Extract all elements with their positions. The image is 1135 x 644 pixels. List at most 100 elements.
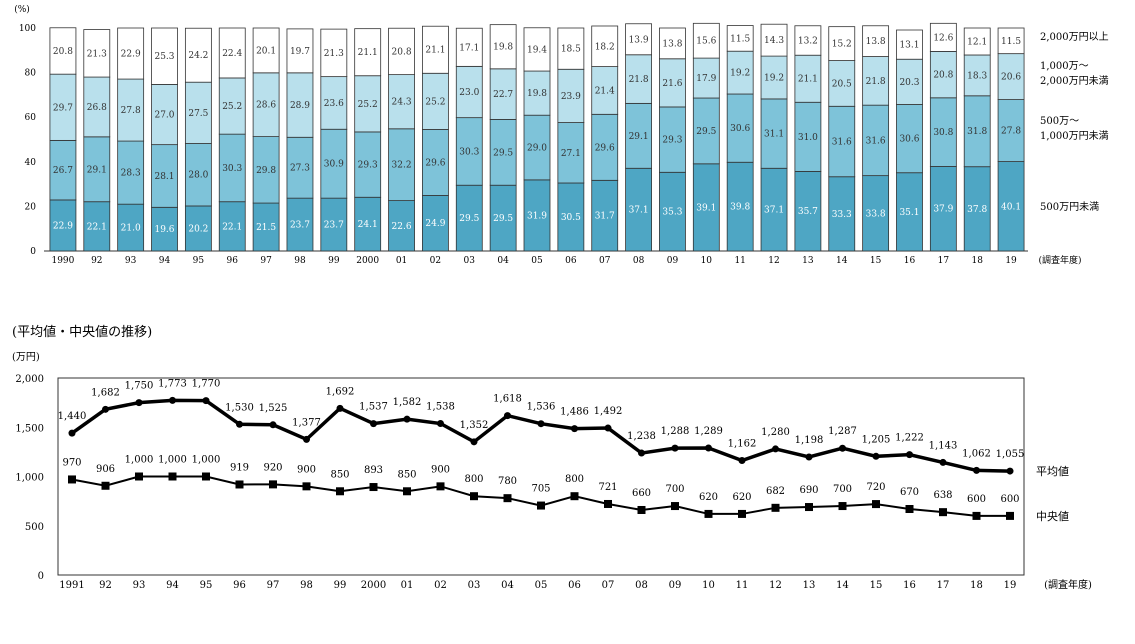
bar-segment	[794, 25, 822, 56]
data-label: 1,770	[192, 379, 221, 390]
data-label: 22.6	[392, 222, 412, 232]
data-label: 30.6	[899, 135, 919, 145]
data-label: 21.3	[87, 49, 107, 59]
data-label: 30.9	[324, 160, 344, 170]
data-label: 28.6	[256, 101, 276, 111]
data-point	[872, 452, 880, 460]
data-point	[671, 502, 679, 511]
data-label: 26.8	[87, 103, 107, 113]
legend-label: 500万円未満	[1040, 201, 1099, 213]
x-tick-label: 94	[159, 256, 171, 266]
data-label: 1,162	[728, 439, 757, 450]
data-point	[1006, 467, 1014, 475]
x-tick-label: 96	[227, 256, 239, 266]
data-point	[336, 404, 344, 412]
data-label: 31.7	[595, 212, 615, 222]
data-label: 1,440	[58, 411, 87, 422]
data-label: 705	[531, 484, 550, 495]
data-point	[202, 472, 210, 481]
data-label: 21.6	[662, 79, 682, 89]
data-label: 22.1	[222, 222, 242, 232]
bar-segment	[794, 54, 822, 103]
data-point	[637, 505, 646, 514]
data-label: 15.6	[696, 37, 716, 47]
data-label: 30.5	[561, 213, 581, 223]
data-label: 29.7	[53, 103, 73, 113]
x-tick-label: 15	[870, 580, 883, 591]
y-tick-label: 40	[25, 158, 37, 168]
bar-segment	[286, 197, 314, 252]
data-label: 13.8	[866, 37, 886, 47]
bar-segment	[862, 175, 890, 252]
data-label: 600	[1000, 494, 1019, 505]
y-tick-label: 2,000	[15, 374, 44, 385]
bar-segment	[726, 25, 754, 52]
data-point	[302, 482, 311, 491]
data-label: 40.1	[1001, 202, 1021, 212]
data-label: 20.2	[188, 224, 208, 234]
data-point	[202, 397, 210, 405]
data-label: 29.0	[527, 144, 547, 154]
data-label: 28.1	[154, 172, 174, 182]
data-label: 19.2	[764, 74, 784, 84]
bar-segment	[963, 54, 991, 97]
data-label: 22.9	[121, 50, 141, 60]
data-label: 700	[665, 484, 684, 495]
x-tick-label: 08	[633, 256, 645, 266]
data-point	[135, 399, 143, 407]
data-label: 721	[598, 482, 617, 493]
data-label: 11.5	[730, 34, 750, 44]
data-point	[168, 472, 177, 481]
data-point	[738, 457, 746, 465]
data-label: 29.6	[595, 143, 615, 153]
bar-segment	[760, 98, 788, 169]
bar-segment	[320, 76, 348, 130]
data-point	[939, 458, 947, 466]
data-point	[470, 492, 478, 501]
data-label: 18.5	[561, 45, 581, 55]
bar-segment	[83, 29, 111, 78]
data-label: 21.0	[121, 224, 141, 234]
data-label: 1,289	[694, 426, 723, 437]
data-label: 19.2	[730, 69, 750, 79]
y-tick-label: 0	[30, 247, 36, 257]
data-point	[671, 444, 679, 452]
bar-segment	[692, 163, 720, 252]
data-label: 24.9	[425, 219, 445, 229]
bar-segment	[760, 167, 788, 252]
data-label: 1,055	[996, 449, 1025, 460]
data-label: 29.3	[358, 161, 378, 171]
data-label: 22.7	[493, 90, 513, 100]
bar-segment	[997, 53, 1025, 100]
x-tick-label: 19	[1004, 580, 1017, 591]
data-label: 29.3	[662, 136, 682, 146]
x-tick-label: 97	[260, 256, 272, 266]
data-label: 20.8	[933, 71, 953, 81]
data-label: 26.7	[53, 166, 73, 176]
data-label: 28.0	[188, 171, 208, 181]
data-label: 33.3	[832, 210, 852, 220]
data-label: 27.8	[121, 106, 141, 116]
bar-segment	[83, 136, 111, 203]
data-point	[369, 483, 378, 492]
x-tick-label: 04	[497, 256, 509, 266]
data-label: 800	[464, 474, 483, 485]
x-tick-label: 95	[200, 580, 213, 591]
data-label: 1,000	[192, 455, 221, 466]
y-tick-label: 80	[25, 69, 37, 79]
data-point	[805, 503, 813, 512]
bar-segment	[692, 97, 720, 165]
data-label: 24.1	[358, 220, 378, 230]
data-label: 29.5	[459, 214, 479, 224]
bar-segment	[963, 95, 991, 168]
data-label: 19.4	[527, 45, 547, 55]
data-label: 1,525	[259, 403, 288, 414]
data-point	[905, 505, 914, 514]
data-point	[604, 424, 612, 432]
bar-segment	[896, 104, 923, 174]
data-label: 1,222	[895, 433, 924, 444]
data-label: 780	[498, 476, 517, 487]
y-tick-label: 1,000	[15, 473, 44, 484]
bar-segment	[591, 113, 619, 181]
x-tick-label: 16	[904, 256, 916, 266]
